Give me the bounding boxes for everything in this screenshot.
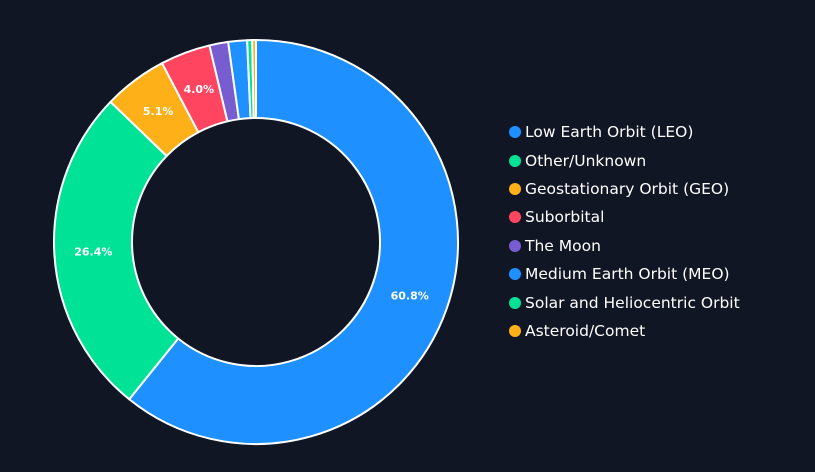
legend-marker-icon — [509, 182, 521, 195]
legend-item-suborbital[interactable]: Suborbital — [509, 203, 740, 231]
legend-label: Geostationary Orbit (GEO) — [525, 179, 730, 198]
donut-slices — [53, 39, 459, 445]
legend-marker-icon — [509, 239, 521, 252]
legend-label: Suborbital — [525, 208, 605, 227]
legend-label: Low Earth Orbit (LEO) — [525, 123, 694, 142]
data-label-suborbital: 4.0% — [184, 83, 215, 96]
legend-item-medium-earth-orbit-meo[interactable]: Medium Earth Orbit (MEO) — [509, 260, 740, 288]
legend-item-other-unknown[interactable]: Other/Unknown — [509, 146, 740, 174]
slice-other-unknown[interactable] — [53, 100, 180, 401]
legend-label: Other/Unknown — [525, 151, 647, 170]
legend-item-the-moon[interactable]: The Moon — [509, 232, 740, 260]
legend-marker-icon — [509, 211, 521, 224]
slice-asteroid-comet[interactable] — [251, 39, 257, 120]
legend-marker-icon — [509, 154, 521, 167]
legend-marker-icon — [509, 126, 521, 139]
data-label-low-earth-orbit-leo: 60.8% — [391, 290, 429, 303]
data-label-other-unknown: 26.4% — [74, 246, 112, 259]
legend-marker-icon — [509, 268, 521, 281]
legend-label: The Moon — [525, 236, 601, 255]
data-label-geostationary-orbit-geo: 5.1% — [143, 105, 174, 118]
legend-label: Medium Earth Orbit (MEO) — [525, 265, 730, 284]
slice-low-earth-orbit-leo[interactable] — [128, 39, 459, 445]
chart-legend: Low Earth Orbit (LEO) Other/Unknown Geosta… — [509, 118, 740, 345]
legend-item-low-earth-orbit-leo[interactable]: Low Earth Orbit (LEO) — [509, 118, 740, 146]
donut-data-labels: 60.8% 26.4% 5.1% 4.0% — [74, 83, 429, 303]
legend-item-solar-and-heliocentric-orbit[interactable]: Solar and Heliocentric Orbit — [509, 288, 740, 316]
legend-marker-icon — [509, 296, 521, 309]
legend-item-asteroid-comet[interactable]: Asteroid/Comet — [509, 317, 740, 345]
legend-label: Solar and Heliocentric Orbit — [525, 293, 740, 312]
legend-label: Asteroid/Comet — [525, 321, 646, 340]
legend-marker-icon — [509, 324, 521, 337]
legend-item-geostationary-orbit-geo[interactable]: Geostationary Orbit (GEO) — [509, 175, 740, 203]
